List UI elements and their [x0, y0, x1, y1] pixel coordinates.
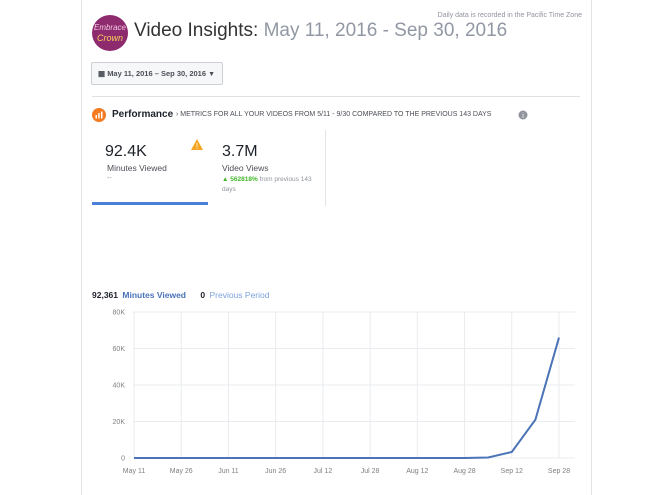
metric-label: Minutes Viewed [107, 163, 167, 173]
y-tick-label: 60K [113, 346, 126, 353]
warning-icon: ! [191, 139, 203, 150]
metric-value: 3.7M [222, 143, 258, 160]
x-tick-label: Sep 28 [548, 468, 570, 475]
y-tick-label: 0 [121, 456, 125, 463]
x-tick-label: Aug 12 [406, 468, 428, 475]
date-picker-label: May 11, 2016 – Sep 30, 2016 [107, 69, 207, 78]
x-tick-label: Aug 28 [453, 468, 475, 475]
line [134, 337, 560, 459]
x-tick-label: Jul 28 [361, 468, 380, 475]
legend-value: 0 [200, 290, 206, 300]
x-tick-label: Jun 11 [218, 468, 239, 475]
divider [92, 96, 580, 97]
y-tick-label: 20K [113, 419, 126, 426]
timezone-note: Daily data is recorded in the Pacific Ti… [437, 12, 582, 19]
legend-label[interactable]: Minutes Viewed [122, 290, 186, 300]
performance-title: Performance [112, 109, 174, 120]
performance-icon [92, 108, 106, 122]
metric-card[interactable]: 3.7M Video Views ▲ 562818% from previous… [208, 130, 324, 202]
x-tick-label: Jul 12 [314, 468, 333, 475]
performance-subtitle: › METRICS FOR ALL YOUR VIDEOS FROM 5/11 … [176, 111, 492, 118]
metric-label: Video Views [222, 163, 269, 173]
performance-subtitle-text: METRICS FOR ALL YOUR VIDEOS FROM 5/11 - … [180, 111, 492, 118]
logo-text: Crown [97, 33, 123, 43]
x-tick-label: May 26 [170, 468, 193, 475]
page-title: Video Insights: May 11, 2016 - Sep 30, 2… [134, 20, 507, 42]
x-tick-label: May 11 [123, 468, 146, 475]
info-icon[interactable]: i [518, 110, 528, 120]
panel [81, 0, 592, 495]
svg-text:i: i [522, 113, 524, 120]
legend-label[interactable]: Previous Period [209, 290, 270, 300]
y-tick-label: 80K [113, 310, 126, 317]
x-tick-label: Sep 12 [501, 468, 523, 475]
title: Video Insights: [134, 20, 259, 41]
metric-change: ▲ 562818% from previous 143 days [222, 176, 312, 193]
metric-change-note: from previous 143 days [222, 176, 312, 193]
y-tick-label: 40K [113, 383, 126, 390]
svg-text:!: ! [196, 142, 198, 150]
date-picker[interactable]: ▦ May 11, 2016 – Sep 30, 2016 ▼ [91, 62, 223, 85]
x-tick-label: Jun 26 [265, 468, 286, 475]
logo: Embrace Crown [92, 15, 128, 51]
metric-value: 92.4K [105, 143, 147, 160]
metric-change-value: 562818% [230, 176, 258, 183]
title-date: May 11, 2016 - Sep 30, 2016 [263, 20, 508, 41]
metric-change: -- [107, 175, 112, 182]
chart-legend: 92,361 Minutes Viewed 0 Previous Period [92, 290, 269, 300]
legend-value: 92,361 [92, 290, 118, 300]
logo-text: Embrace [94, 23, 127, 32]
metric-card[interactable]: 92.4K Minutes Viewed -- ! [92, 130, 208, 205]
card-divider [325, 130, 326, 206]
